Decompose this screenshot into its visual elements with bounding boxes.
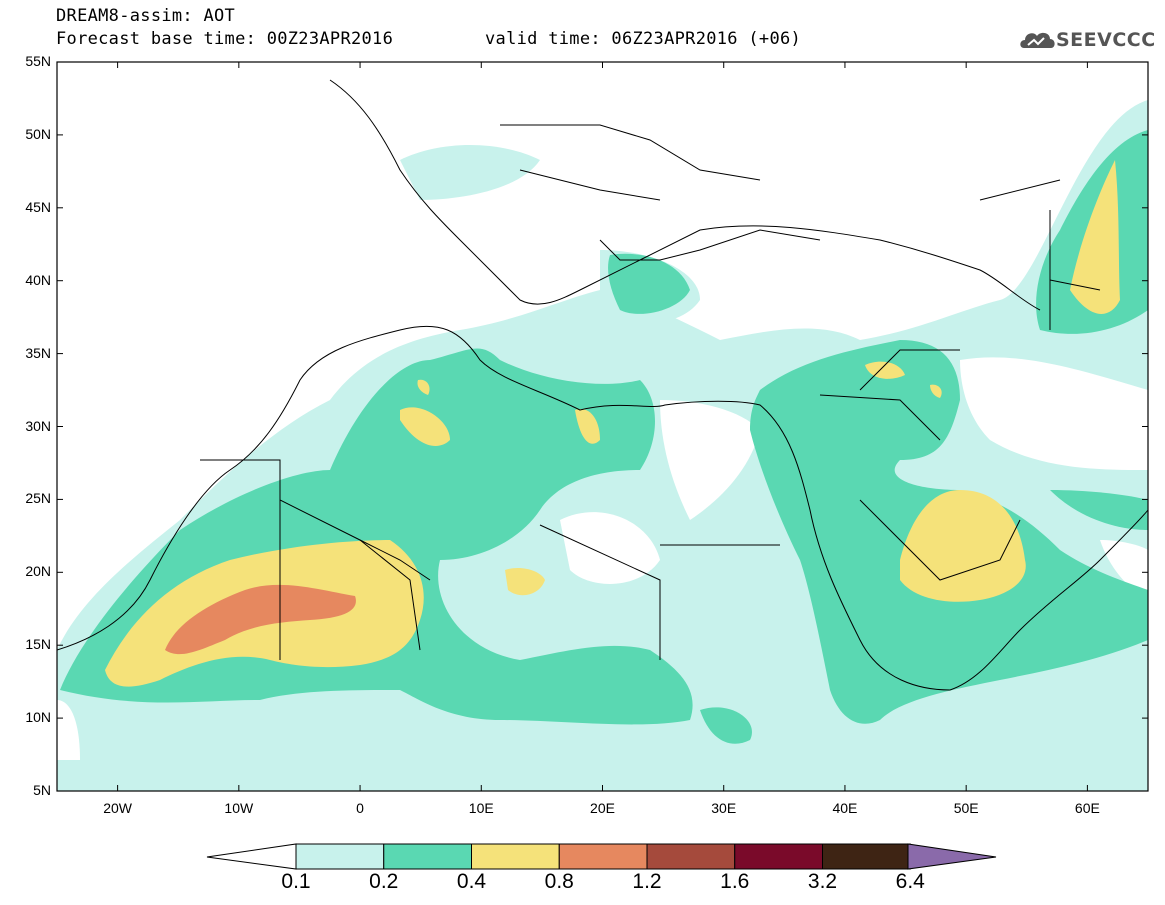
axis-ticks — [57, 61, 1148, 792]
colorbar-threshold-label: 6.4 — [895, 870, 925, 893]
colorbar-threshold-label: 0.8 — [544, 870, 574, 893]
lon-label: 20E — [590, 800, 615, 816]
logo — [1018, 26, 1158, 56]
colorbar-threshold-label: 3.2 — [807, 870, 838, 893]
colorbar-box — [471, 843, 560, 870]
lon-label: 20W — [103, 800, 132, 816]
lat-label: 35N — [25, 344, 51, 361]
lat-label: 55N — [25, 53, 51, 69]
colorbar-under-triangle — [206, 843, 297, 870]
valid-time: valid time: 06Z23APR2016 (+06) — [485, 29, 802, 49]
aot-gaps — [57, 357, 1148, 760]
lon-label: 10W — [224, 800, 254, 816]
colorbar-threshold-label: 0.4 — [456, 870, 487, 893]
colorbar-box — [734, 843, 823, 870]
colorbar-over-triangle — [907, 843, 997, 870]
cloud-logo-icon — [1020, 32, 1055, 48]
lat-label: 20N — [25, 563, 51, 580]
lat-label: 45N — [25, 198, 51, 215]
lat-label: 30N — [25, 417, 51, 434]
logo-text: SEEVCCC — [1056, 29, 1156, 51]
lon-label: 10E — [468, 800, 494, 816]
colorbar-box — [646, 843, 736, 870]
lon-label: 30E — [711, 800, 737, 816]
lat-label: 10N — [25, 709, 51, 726]
colorbar-box — [295, 843, 385, 870]
aot-band-0.8 — [165, 584, 356, 655]
colorbar-threshold-label: 1.2 — [632, 870, 662, 893]
colorbar-threshold-label: 1.6 — [720, 870, 750, 893]
colorbar-box — [822, 843, 911, 870]
colorbar-box — [558, 843, 648, 870]
colorbar-box — [383, 843, 472, 870]
lon-label: 50E — [953, 800, 979, 816]
lat-label: 25N — [25, 490, 51, 507]
coastlines-and-borders — [57, 79, 1148, 691]
lon-label: 40E — [832, 800, 858, 816]
colorbar-threshold-label: 0.1 — [281, 870, 311, 893]
lat-label: 5N — [33, 782, 51, 798]
lon-label: 60E — [1074, 800, 1100, 816]
lon-label: 0 — [356, 800, 364, 816]
colorbar — [206, 843, 997, 870]
map-title: DREAM8-assim: AOT — [56, 6, 236, 26]
lat-label: 15N — [25, 636, 51, 653]
lat-label: 40N — [25, 271, 51, 288]
forecast-base-time: Forecast base time: 00Z23APR2016 — [56, 29, 394, 49]
lat-label: 50N — [25, 125, 51, 142]
colorbar-threshold-label: 0.2 — [369, 870, 399, 893]
